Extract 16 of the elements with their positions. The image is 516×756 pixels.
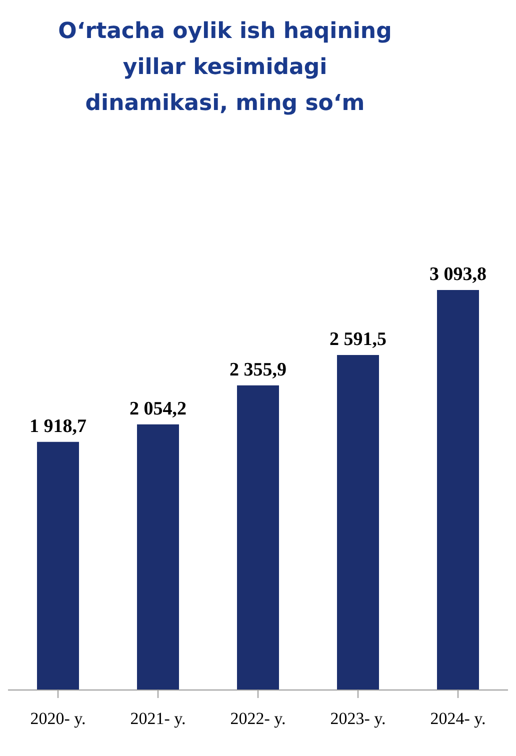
x-tick-label: 2022- y.: [230, 709, 286, 728]
x-tick-label: 2021- y.: [130, 709, 186, 728]
data-label: 2 591,5: [330, 328, 386, 350]
chart-title: O‘rtacha oylik ish haqining yillar kesimidagi dinamikasi, ming so‘m: [57, 18, 393, 118]
bar: [337, 354, 379, 690]
bar: [137, 424, 179, 690]
data-label: 2 054,2: [130, 398, 186, 420]
data-label: 1 918,7: [30, 416, 87, 437]
bar: [437, 290, 479, 690]
data-label: 3 093,8: [430, 264, 486, 285]
x-tick-label: 2024- y.: [430, 709, 486, 728]
bar: [237, 385, 279, 690]
bar: [37, 442, 79, 690]
data-label: 2 355,9: [230, 359, 286, 380]
x-tick-label: 2020- y.: [30, 709, 86, 728]
x-tick-label: 2023- y.: [330, 709, 386, 728]
